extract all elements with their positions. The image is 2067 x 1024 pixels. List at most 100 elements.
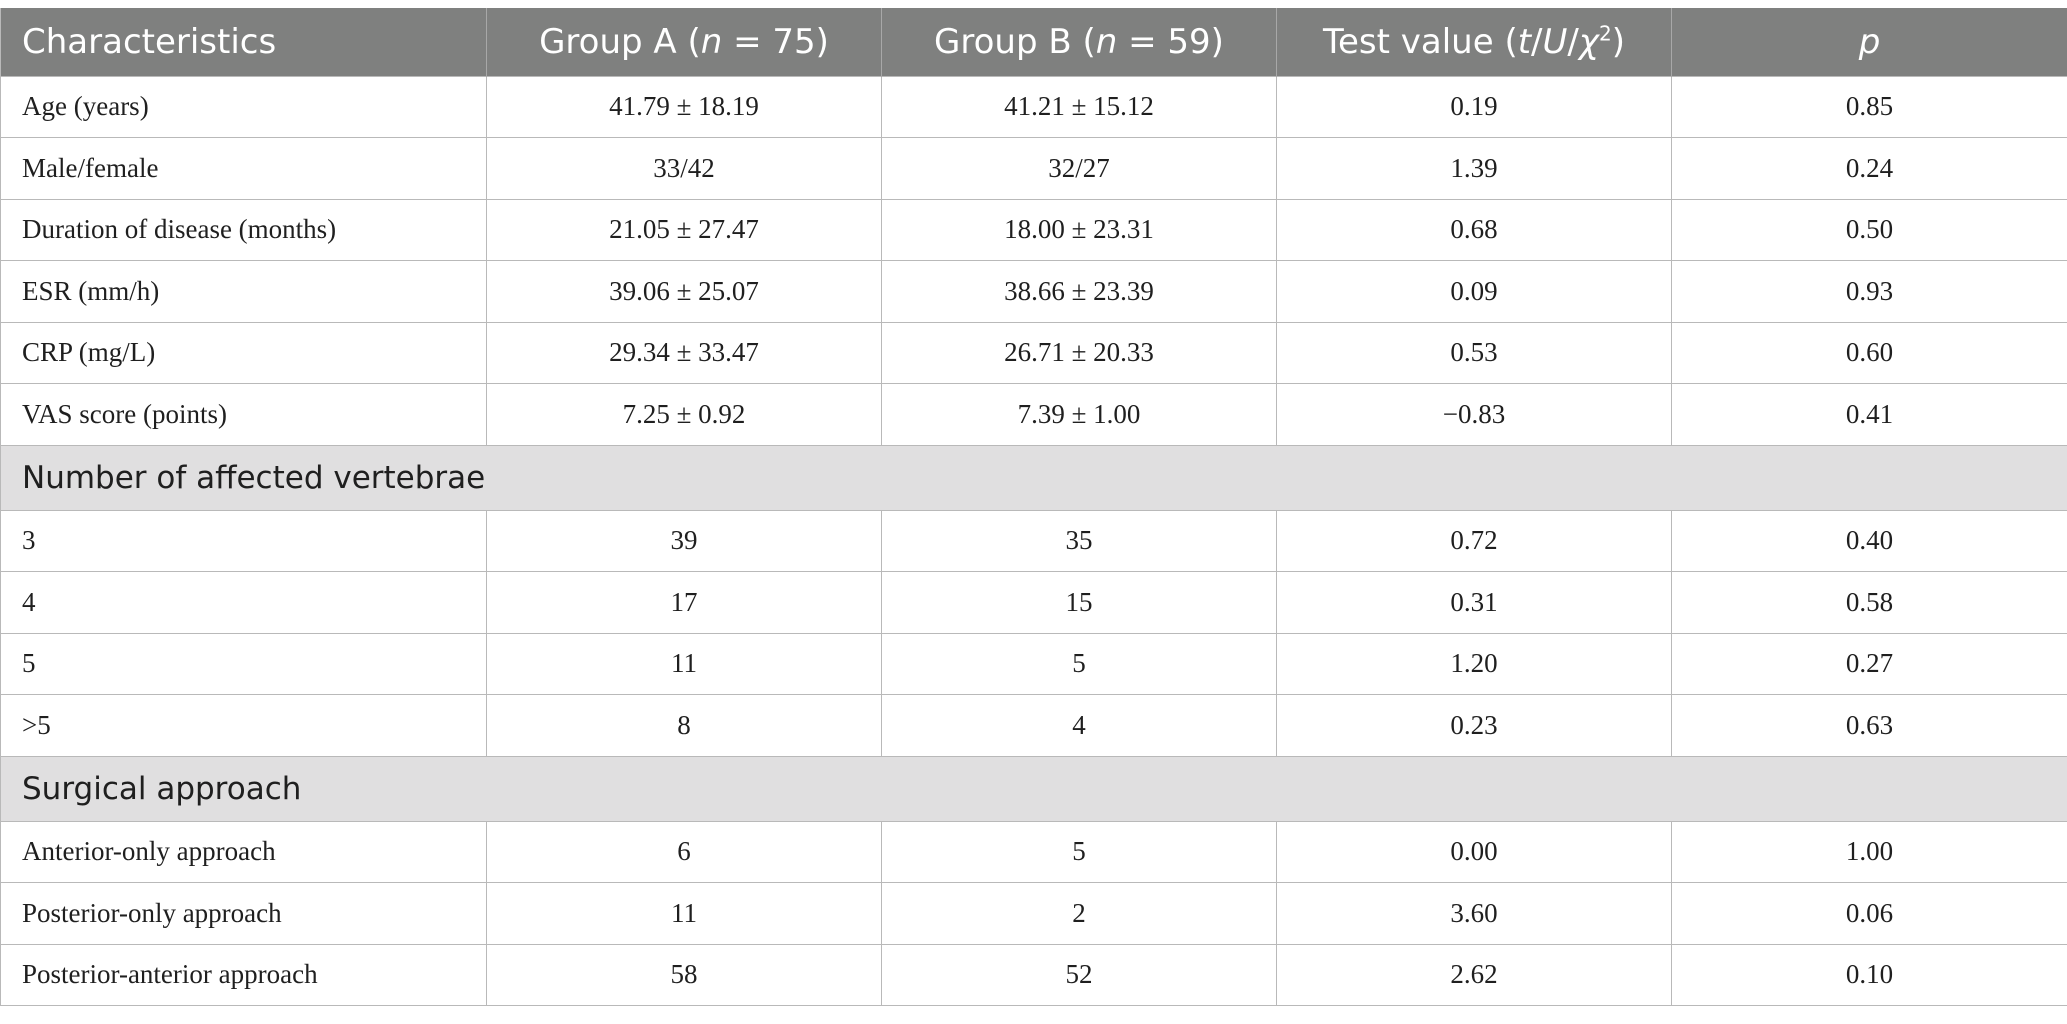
- row-label: VAS score (points): [0, 383, 487, 445]
- table-row: CRP (mg/L) 29.34 ± 33.47 26.71 ± 20.33 0…: [0, 321, 2067, 384]
- test-value: 1.20: [1276, 632, 1672, 695]
- header-test-slash1: /: [1531, 21, 1543, 62]
- group-b-value: 32/27: [881, 137, 1277, 199]
- row-label: Anterior-only approach: [0, 820, 487, 883]
- table-row: 3 39 35 0.72 0.40: [0, 509, 2067, 572]
- row-label: 5: [0, 632, 487, 695]
- row-label: >5: [0, 694, 487, 756]
- test-value: 0.19: [1276, 75, 1672, 138]
- p-value: 0.63: [1671, 694, 2067, 756]
- table-header: Characteristics Group A (n = 75) Group B…: [0, 8, 2067, 76]
- header-p: p: [1671, 8, 2067, 76]
- group-a-value: 17: [486, 571, 882, 633]
- table-row: Posterior-only approach 11 2 3.60 0.06: [0, 882, 2067, 944]
- header-row: Characteristics Group A (n = 75) Group B…: [0, 8, 2067, 76]
- header-group-a-prefix: Group A (: [539, 21, 701, 62]
- p-value: 0.60: [1671, 321, 2067, 384]
- group-a-value: 39: [486, 509, 882, 572]
- group-a-value: 6: [486, 820, 882, 883]
- table-row: 5 11 5 1.20 0.27: [0, 632, 2067, 695]
- table-row: >5 8 4 0.23 0.63: [0, 694, 2067, 756]
- header-test-slash2: /: [1567, 21, 1579, 62]
- group-b-value: 38.66 ± 23.39: [881, 260, 1277, 322]
- group-a-value: 8: [486, 694, 882, 756]
- header-group-a: Group A (n = 75): [486, 8, 882, 76]
- table-row: Male/female 33/42 32/27 1.39 0.24: [0, 137, 2067, 199]
- header-test-u: U: [1542, 21, 1568, 62]
- test-value: 3.60: [1276, 882, 1672, 944]
- test-value: 0.72: [1276, 509, 1672, 572]
- group-b-value: 15: [881, 571, 1277, 633]
- group-a-value: 29.34 ± 33.47: [486, 321, 882, 384]
- group-b-value: 35: [881, 509, 1277, 572]
- characteristics-table: Characteristics Group A (n = 75) Group B…: [0, 8, 2067, 1006]
- group-b-value: 18.00 ± 23.31: [881, 198, 1277, 261]
- p-value: 0.50: [1671, 198, 2067, 261]
- group-a-value: 21.05 ± 27.47: [486, 198, 882, 261]
- test-value: 2.62: [1276, 943, 1672, 1006]
- group-b-value: 52: [881, 943, 1277, 1006]
- section-header-vertebrae: Number of affected vertebrae: [0, 444, 2067, 510]
- table-row: ESR (mm/h) 39.06 ± 25.07 38.66 ± 23.39 0…: [0, 260, 2067, 322]
- group-b-value: 5: [881, 820, 1277, 883]
- group-b-value: 2: [881, 882, 1277, 944]
- row-label: ESR (mm/h): [0, 260, 487, 322]
- group-a-value: 11: [486, 882, 882, 944]
- test-value: 0.00: [1276, 820, 1672, 883]
- row-label: CRP (mg/L): [0, 321, 487, 384]
- header-test-t: t: [1517, 21, 1532, 62]
- section-header-surgical: Surgical approach: [0, 755, 2067, 821]
- p-value: 0.06: [1671, 882, 2067, 944]
- header-group-b-rest: = 59): [1117, 21, 1224, 62]
- header-characteristics: Characteristics: [0, 8, 487, 76]
- p-value: 0.41: [1671, 383, 2067, 445]
- group-a-value: 7.25 ± 0.92: [486, 383, 882, 445]
- test-value: 0.53: [1276, 321, 1672, 384]
- p-value: 0.10: [1671, 943, 2067, 1006]
- header-test-prefix: Test value (: [1323, 21, 1518, 62]
- test-value: 0.09: [1276, 260, 1672, 322]
- table-row: 4 17 15 0.31 0.58: [0, 571, 2067, 633]
- table-row: VAS score (points) 7.25 ± 0.92 7.39 ± 1.…: [0, 383, 2067, 445]
- p-value: 0.85: [1671, 75, 2067, 138]
- header-test-value: Test value (t/U/χ2): [1276, 8, 1672, 76]
- header-test-sup: 2: [1599, 21, 1612, 46]
- row-label: Posterior-only approach: [0, 882, 487, 944]
- header-group-b-prefix: Group B (: [934, 21, 1096, 62]
- group-b-value: 5: [881, 632, 1277, 695]
- table-body: Age (years) 41.79 ± 18.19 41.21 ± 15.12 …: [0, 75, 2067, 1006]
- header-group-a-rest: = 75): [722, 21, 829, 62]
- group-b-value: 26.71 ± 20.33: [881, 321, 1277, 384]
- p-value: 1.00: [1671, 820, 2067, 883]
- group-b-value: 4: [881, 694, 1277, 756]
- group-b-value: 7.39 ± 1.00: [881, 383, 1277, 445]
- p-value: 0.40: [1671, 509, 2067, 572]
- table-row: Anterior-only approach 6 5 0.00 1.00: [0, 820, 2067, 883]
- header-group-b-n: n: [1095, 21, 1118, 62]
- table-row: Posterior-anterior approach 58 52 2.62 0…: [0, 943, 2067, 1006]
- test-value: −0.83: [1276, 383, 1672, 445]
- header-test-close: ): [1611, 21, 1625, 62]
- group-a-value: 39.06 ± 25.07: [486, 260, 882, 322]
- section-title-vertebrae: Number of affected vertebrae: [0, 444, 2067, 510]
- table-row: Age (years) 41.79 ± 18.19 41.21 ± 15.12 …: [0, 75, 2067, 138]
- group-a-value: 41.79 ± 18.19: [486, 75, 882, 138]
- row-label: Age (years): [0, 75, 487, 138]
- group-a-value: 11: [486, 632, 882, 695]
- row-label: 4: [0, 571, 487, 633]
- test-value: 0.31: [1276, 571, 1672, 633]
- test-value: 1.39: [1276, 137, 1672, 199]
- group-a-value: 33/42: [486, 137, 882, 199]
- table-row: Duration of disease (months) 21.05 ± 27.…: [0, 198, 2067, 261]
- p-value: 0.93: [1671, 260, 2067, 322]
- p-value: 0.58: [1671, 571, 2067, 633]
- p-value: 0.27: [1671, 632, 2067, 695]
- header-test-chi: χ: [1578, 21, 1599, 62]
- row-label: Male/female: [0, 137, 487, 199]
- test-value: 0.68: [1276, 198, 1672, 261]
- characteristics-table-container: Characteristics Group A (n = 75) Group B…: [0, 8, 2067, 1006]
- header-group-b: Group B (n = 59): [881, 8, 1277, 76]
- row-label: 3: [0, 509, 487, 572]
- row-label: Duration of disease (months): [0, 198, 487, 261]
- group-a-value: 58: [486, 943, 882, 1006]
